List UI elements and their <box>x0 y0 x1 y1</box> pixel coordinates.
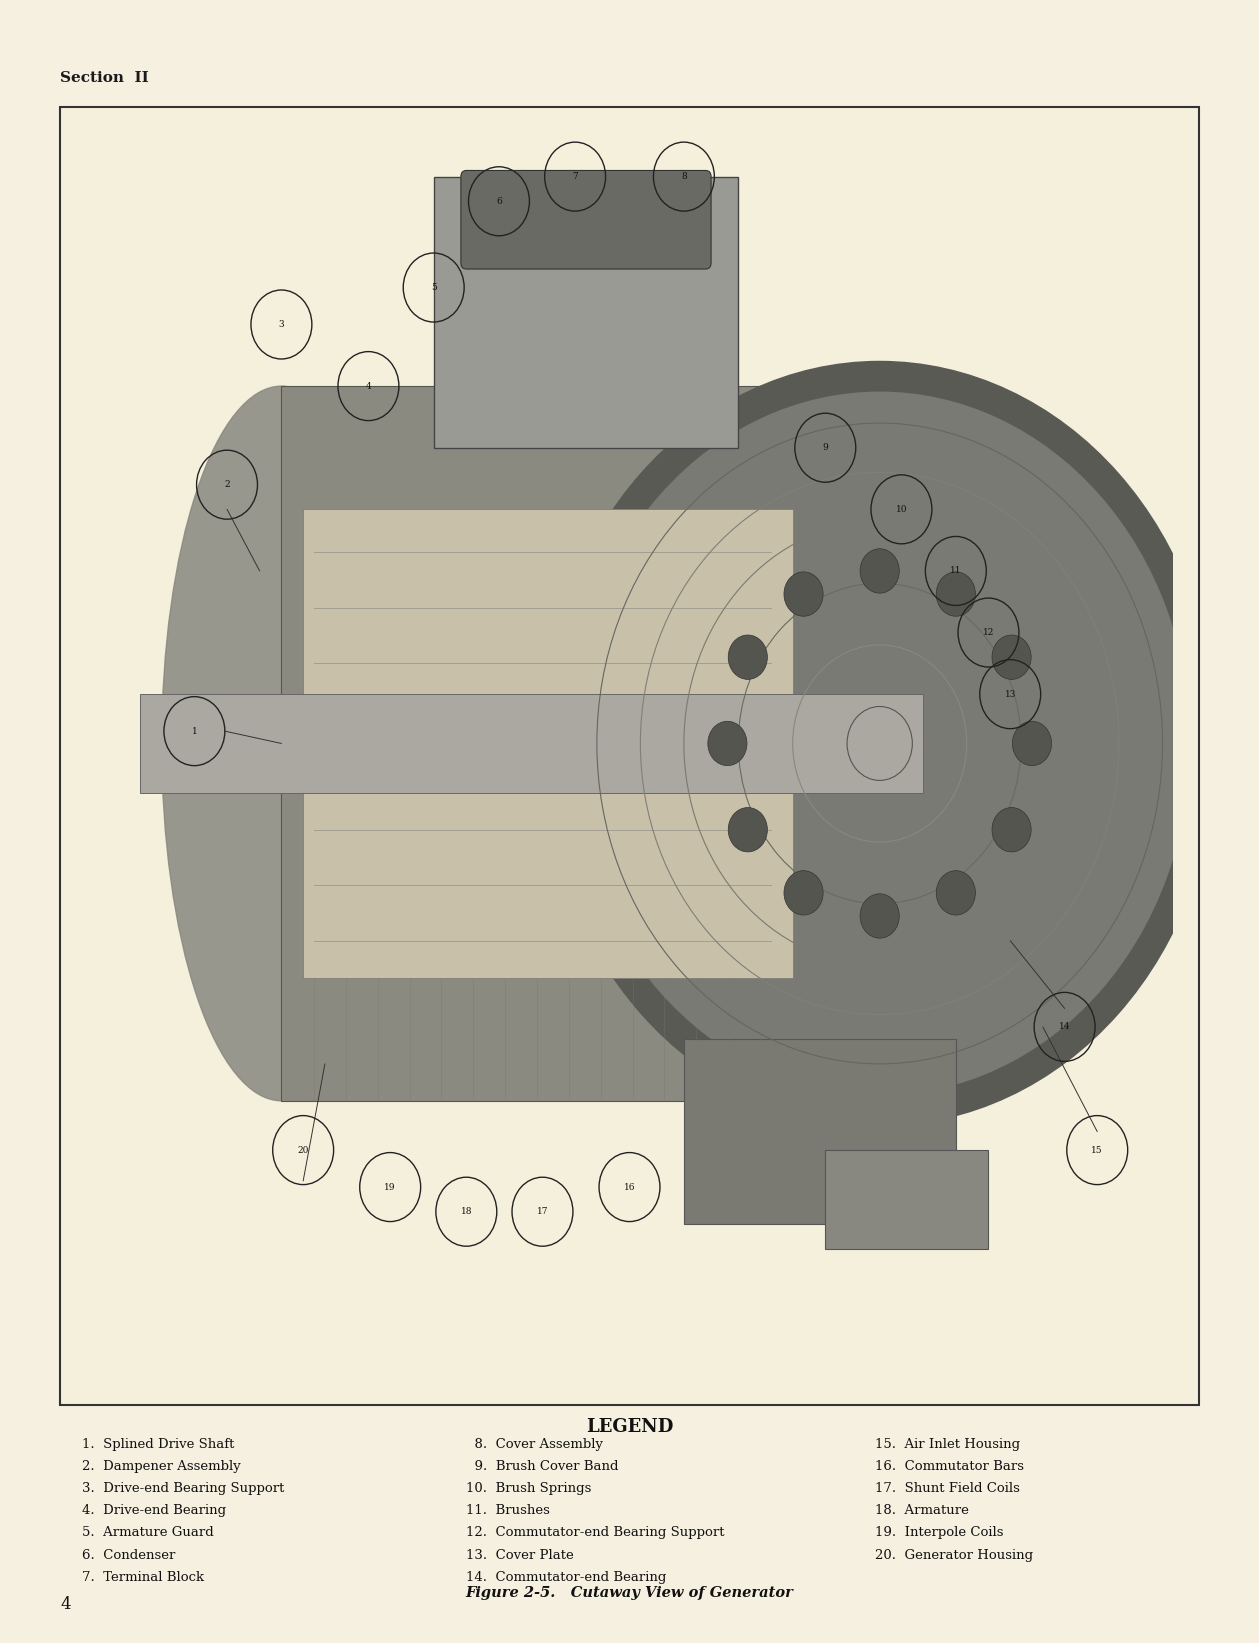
Text: 8.  Cover Assembly: 8. Cover Assembly <box>466 1438 603 1451</box>
Text: 1.  Splined Drive Shaft: 1. Splined Drive Shaft <box>82 1438 234 1451</box>
Ellipse shape <box>161 386 402 1101</box>
Text: 17: 17 <box>536 1208 548 1216</box>
Text: 12: 12 <box>983 628 995 637</box>
Circle shape <box>708 721 747 766</box>
Text: 3.  Drive-end Bearing Support: 3. Drive-end Bearing Support <box>82 1482 285 1495</box>
Circle shape <box>937 871 976 915</box>
Text: 2.  Dampener Assembly: 2. Dampener Assembly <box>82 1459 240 1472</box>
Text: 10.  Brush Springs: 10. Brush Springs <box>466 1482 592 1495</box>
Text: 18: 18 <box>461 1208 472 1216</box>
Text: 14.  Commutator-end Bearing: 14. Commutator-end Bearing <box>466 1571 666 1584</box>
FancyBboxPatch shape <box>684 1040 956 1224</box>
FancyBboxPatch shape <box>303 509 793 978</box>
Text: 16: 16 <box>623 1183 636 1191</box>
Bar <box>60 107 1199 1405</box>
Text: 16.  Commutator Bars: 16. Commutator Bars <box>875 1459 1024 1472</box>
Circle shape <box>1012 721 1051 766</box>
Text: 11.  Brushes: 11. Brushes <box>466 1505 550 1516</box>
Text: 13: 13 <box>1005 690 1016 698</box>
Text: 5.  Armature Guard: 5. Armature Guard <box>82 1526 214 1539</box>
Text: 4: 4 <box>365 381 371 391</box>
Text: 6: 6 <box>496 197 502 205</box>
Text: 8: 8 <box>681 173 686 181</box>
FancyBboxPatch shape <box>461 171 711 269</box>
Text: 9: 9 <box>822 444 828 452</box>
Text: 17.  Shunt Field Coils: 17. Shunt Field Coils <box>875 1482 1020 1495</box>
Text: 5: 5 <box>431 283 437 292</box>
Text: 3: 3 <box>278 320 285 329</box>
Text: 11: 11 <box>951 567 962 575</box>
Text: 19: 19 <box>384 1183 395 1191</box>
Text: LEGEND: LEGEND <box>585 1418 674 1436</box>
FancyBboxPatch shape <box>826 1150 988 1249</box>
Circle shape <box>543 361 1217 1125</box>
Circle shape <box>992 634 1031 680</box>
Text: 19.  Interpole Coils: 19. Interpole Coils <box>875 1526 1003 1539</box>
Text: 6.  Condenser: 6. Condenser <box>82 1548 175 1561</box>
FancyBboxPatch shape <box>140 693 923 792</box>
Text: 7.  Terminal Block: 7. Terminal Block <box>82 1571 204 1584</box>
Text: 15.  Air Inlet Housing: 15. Air Inlet Housing <box>875 1438 1020 1451</box>
FancyBboxPatch shape <box>282 386 880 1101</box>
Text: 2: 2 <box>224 480 230 490</box>
Circle shape <box>937 572 976 616</box>
Text: Figure 2-5.   Cutaway View of Generator: Figure 2-5. Cutaway View of Generator <box>466 1585 793 1600</box>
Circle shape <box>728 808 768 853</box>
Text: 7: 7 <box>573 173 578 181</box>
Circle shape <box>784 572 823 616</box>
Circle shape <box>860 549 899 593</box>
Circle shape <box>569 393 1190 1094</box>
Text: 4: 4 <box>60 1597 71 1613</box>
Text: 20.  Generator Housing: 20. Generator Housing <box>875 1548 1034 1561</box>
Circle shape <box>784 871 823 915</box>
Text: 14: 14 <box>1059 1022 1070 1032</box>
Text: Section  II: Section II <box>60 71 149 85</box>
Text: 10: 10 <box>895 504 908 514</box>
Circle shape <box>860 894 899 938</box>
Circle shape <box>728 634 768 680</box>
Text: 9.  Brush Cover Band: 9. Brush Cover Band <box>466 1459 618 1472</box>
Text: 20: 20 <box>297 1145 308 1155</box>
Text: 18.  Armature: 18. Armature <box>875 1505 969 1516</box>
FancyBboxPatch shape <box>433 176 738 447</box>
Text: 1: 1 <box>191 726 198 736</box>
Text: 4.  Drive-end Bearing: 4. Drive-end Bearing <box>82 1505 225 1516</box>
Circle shape <box>992 808 1031 853</box>
Text: 13.  Cover Plate: 13. Cover Plate <box>466 1548 574 1561</box>
Text: 15: 15 <box>1092 1145 1103 1155</box>
Text: 12.  Commutator-end Bearing Support: 12. Commutator-end Bearing Support <box>466 1526 724 1539</box>
